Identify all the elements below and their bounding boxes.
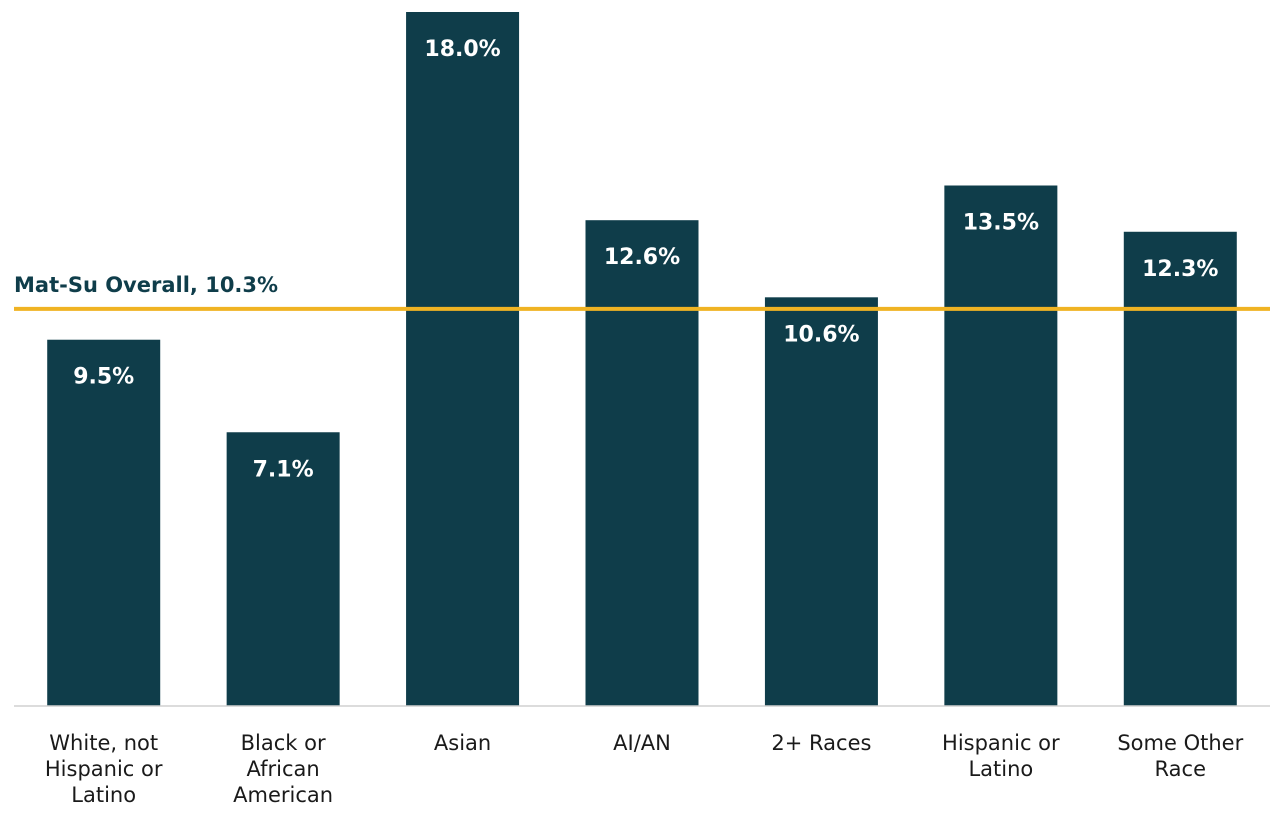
bar bbox=[406, 12, 520, 706]
value-label: 12.6% bbox=[604, 245, 680, 270]
bar bbox=[47, 339, 161, 706]
value-label: 13.5% bbox=[963, 211, 1039, 236]
x-tick-label: AI/AN bbox=[613, 731, 671, 755]
x-tick-label: 2+ Races bbox=[771, 731, 872, 755]
x-tick-label: Some Other Race bbox=[1117, 731, 1244, 781]
bar bbox=[226, 432, 340, 706]
value-label: 18.0% bbox=[424, 37, 500, 62]
x-tick-label: Asian bbox=[433, 731, 492, 755]
bar bbox=[944, 185, 1058, 706]
bar bbox=[585, 220, 699, 706]
x-tick-label: White, not Hispanic or Latino bbox=[44, 731, 163, 807]
bar bbox=[1123, 231, 1237, 706]
value-label: 7.1% bbox=[253, 457, 314, 482]
value-label: 12.3% bbox=[1142, 257, 1218, 282]
value-label: 10.6% bbox=[783, 322, 859, 347]
bar bbox=[764, 297, 878, 706]
x-tick-label: Black or African American bbox=[233, 731, 334, 807]
value-label: 9.5% bbox=[73, 365, 134, 390]
x-tick-label: Hispanic or Latino bbox=[942, 731, 1060, 781]
reference-label: Mat-Su Overall, 10.3% bbox=[14, 273, 278, 297]
